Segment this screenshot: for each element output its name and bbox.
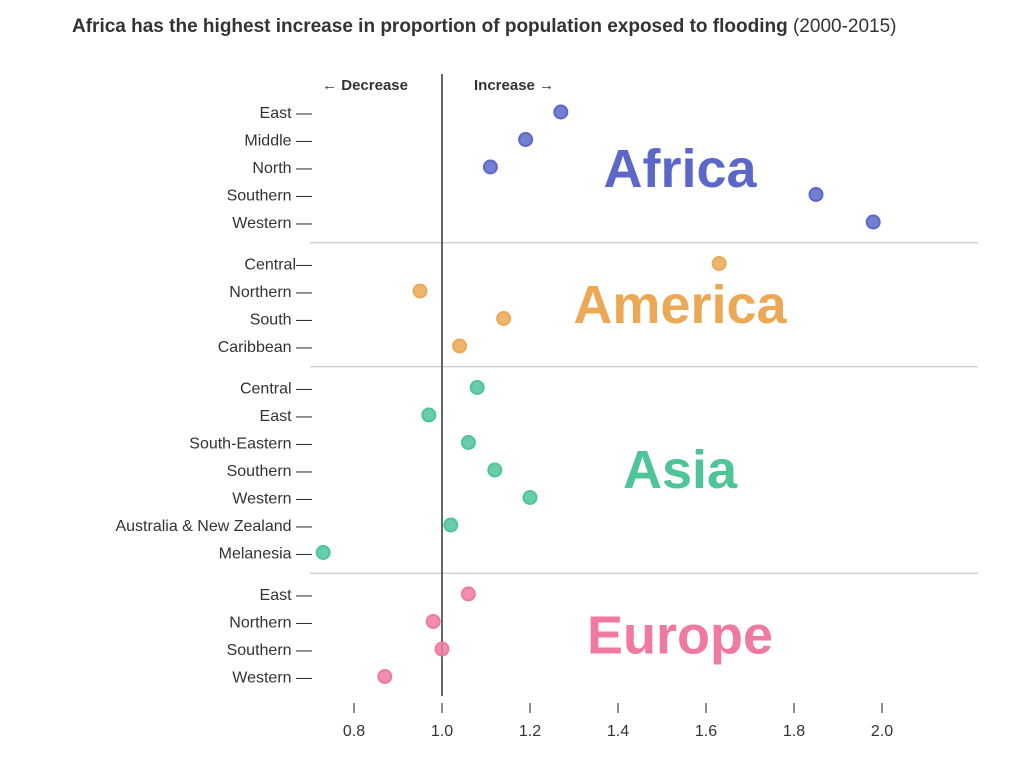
region-label-asia: Asia	[623, 440, 738, 500]
data-point-asia	[421, 407, 437, 423]
row-label: Middle —	[244, 133, 312, 150]
data-point-asia	[460, 435, 476, 450]
row-label: Central —	[240, 381, 312, 398]
row-label: South-Eastern —	[189, 436, 312, 453]
data-point-america	[711, 256, 727, 271]
data-point-america	[496, 311, 512, 326]
data-point-asia	[443, 517, 459, 533]
x-tick-label: 1.2	[519, 723, 541, 740]
row-label: East —	[260, 587, 312, 604]
row-label: East —	[260, 105, 312, 122]
row-label: Western —	[232, 491, 312, 508]
data-point-europe	[434, 641, 450, 657]
chart-title: Africa has the highest increase in propo…	[72, 14, 897, 40]
region-label-africa: Africa	[603, 139, 757, 199]
data-point-africa	[865, 214, 881, 230]
row-label: Melanesia —	[219, 546, 312, 563]
row-label: South —	[250, 312, 312, 329]
row-label: Australia & New Zealand —	[115, 518, 312, 535]
data-point-europe	[377, 669, 393, 684]
data-point-africa	[808, 187, 824, 202]
row-label: Central—	[244, 257, 312, 274]
decrease-label: ← Decrease	[322, 77, 408, 94]
data-point-africa	[553, 104, 569, 120]
x-tick-label: 1.4	[607, 723, 629, 740]
row-label: Northern —	[229, 615, 312, 632]
data-point-europe	[460, 586, 476, 602]
x-tick-label: 1.6	[695, 723, 717, 740]
increase-label: Increase →	[474, 77, 554, 94]
region-label-europe: Europe	[587, 605, 773, 665]
row-label: Southern —	[227, 463, 312, 480]
data-point-america	[452, 338, 468, 354]
region-label-america: America	[573, 275, 787, 335]
x-tick-label: 1.0	[431, 723, 453, 740]
data-point-africa	[518, 132, 534, 147]
chart-title-period: (2000-2015)	[787, 16, 897, 37]
row-label: Southern —	[227, 642, 312, 659]
x-tick-label: 1.8	[783, 723, 805, 740]
data-point-europe	[425, 614, 441, 629]
data-point-america	[412, 283, 428, 299]
x-tick-label: 2.0	[871, 723, 893, 740]
data-point-africa	[482, 159, 498, 175]
data-point-asia	[469, 380, 485, 395]
row-label: Western —	[232, 670, 312, 687]
row-label: Western —	[232, 215, 312, 232]
row-label: North —	[252, 160, 312, 177]
chart-title-bold: Africa has the highest increase in propo…	[72, 16, 788, 37]
data-point-asia	[522, 490, 538, 505]
row-label: Northern —	[229, 284, 312, 301]
row-label: East —	[260, 408, 312, 425]
data-point-asia	[487, 462, 503, 478]
x-tick-label: 0.8	[343, 723, 365, 740]
row-label: Caribbean —	[218, 339, 312, 356]
data-point-asia	[315, 545, 331, 560]
row-label: Southern —	[227, 188, 312, 205]
